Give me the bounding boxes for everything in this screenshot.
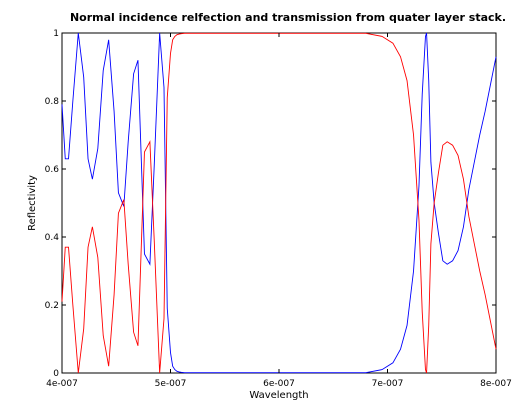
x-tick-label: 8e-007 xyxy=(480,379,512,389)
chart-title: Normal incidence relfection and transmis… xyxy=(70,11,506,24)
axis-layer: 4e-007 5e-007 6e-007 7e-007 8e-007 0 0.2 0.4 0.6… xyxy=(45,29,512,389)
y-tick-label: 0.6 xyxy=(45,165,60,175)
x-tick-label: 6e-007 xyxy=(263,379,295,389)
x-axis-label: Wavelength xyxy=(249,390,308,401)
series-line-2 xyxy=(61,32,497,374)
y-axis-label: Reflectivity xyxy=(27,175,38,231)
y-tick-label: 0 xyxy=(53,369,59,379)
x-tick-label: 7e-007 xyxy=(372,379,404,389)
y-tick-label: 0.2 xyxy=(45,301,59,311)
x-tick-label: 4e-007 xyxy=(46,379,78,389)
series-line-1 xyxy=(61,32,497,374)
y-tick-label: 1 xyxy=(53,29,59,39)
y-tick-label: 0.8 xyxy=(45,97,60,107)
series-layer xyxy=(61,32,497,374)
plot-frame xyxy=(61,32,497,374)
y-tick-label: 0.4 xyxy=(45,233,60,243)
x-tick-label: 5e-007 xyxy=(155,379,187,389)
